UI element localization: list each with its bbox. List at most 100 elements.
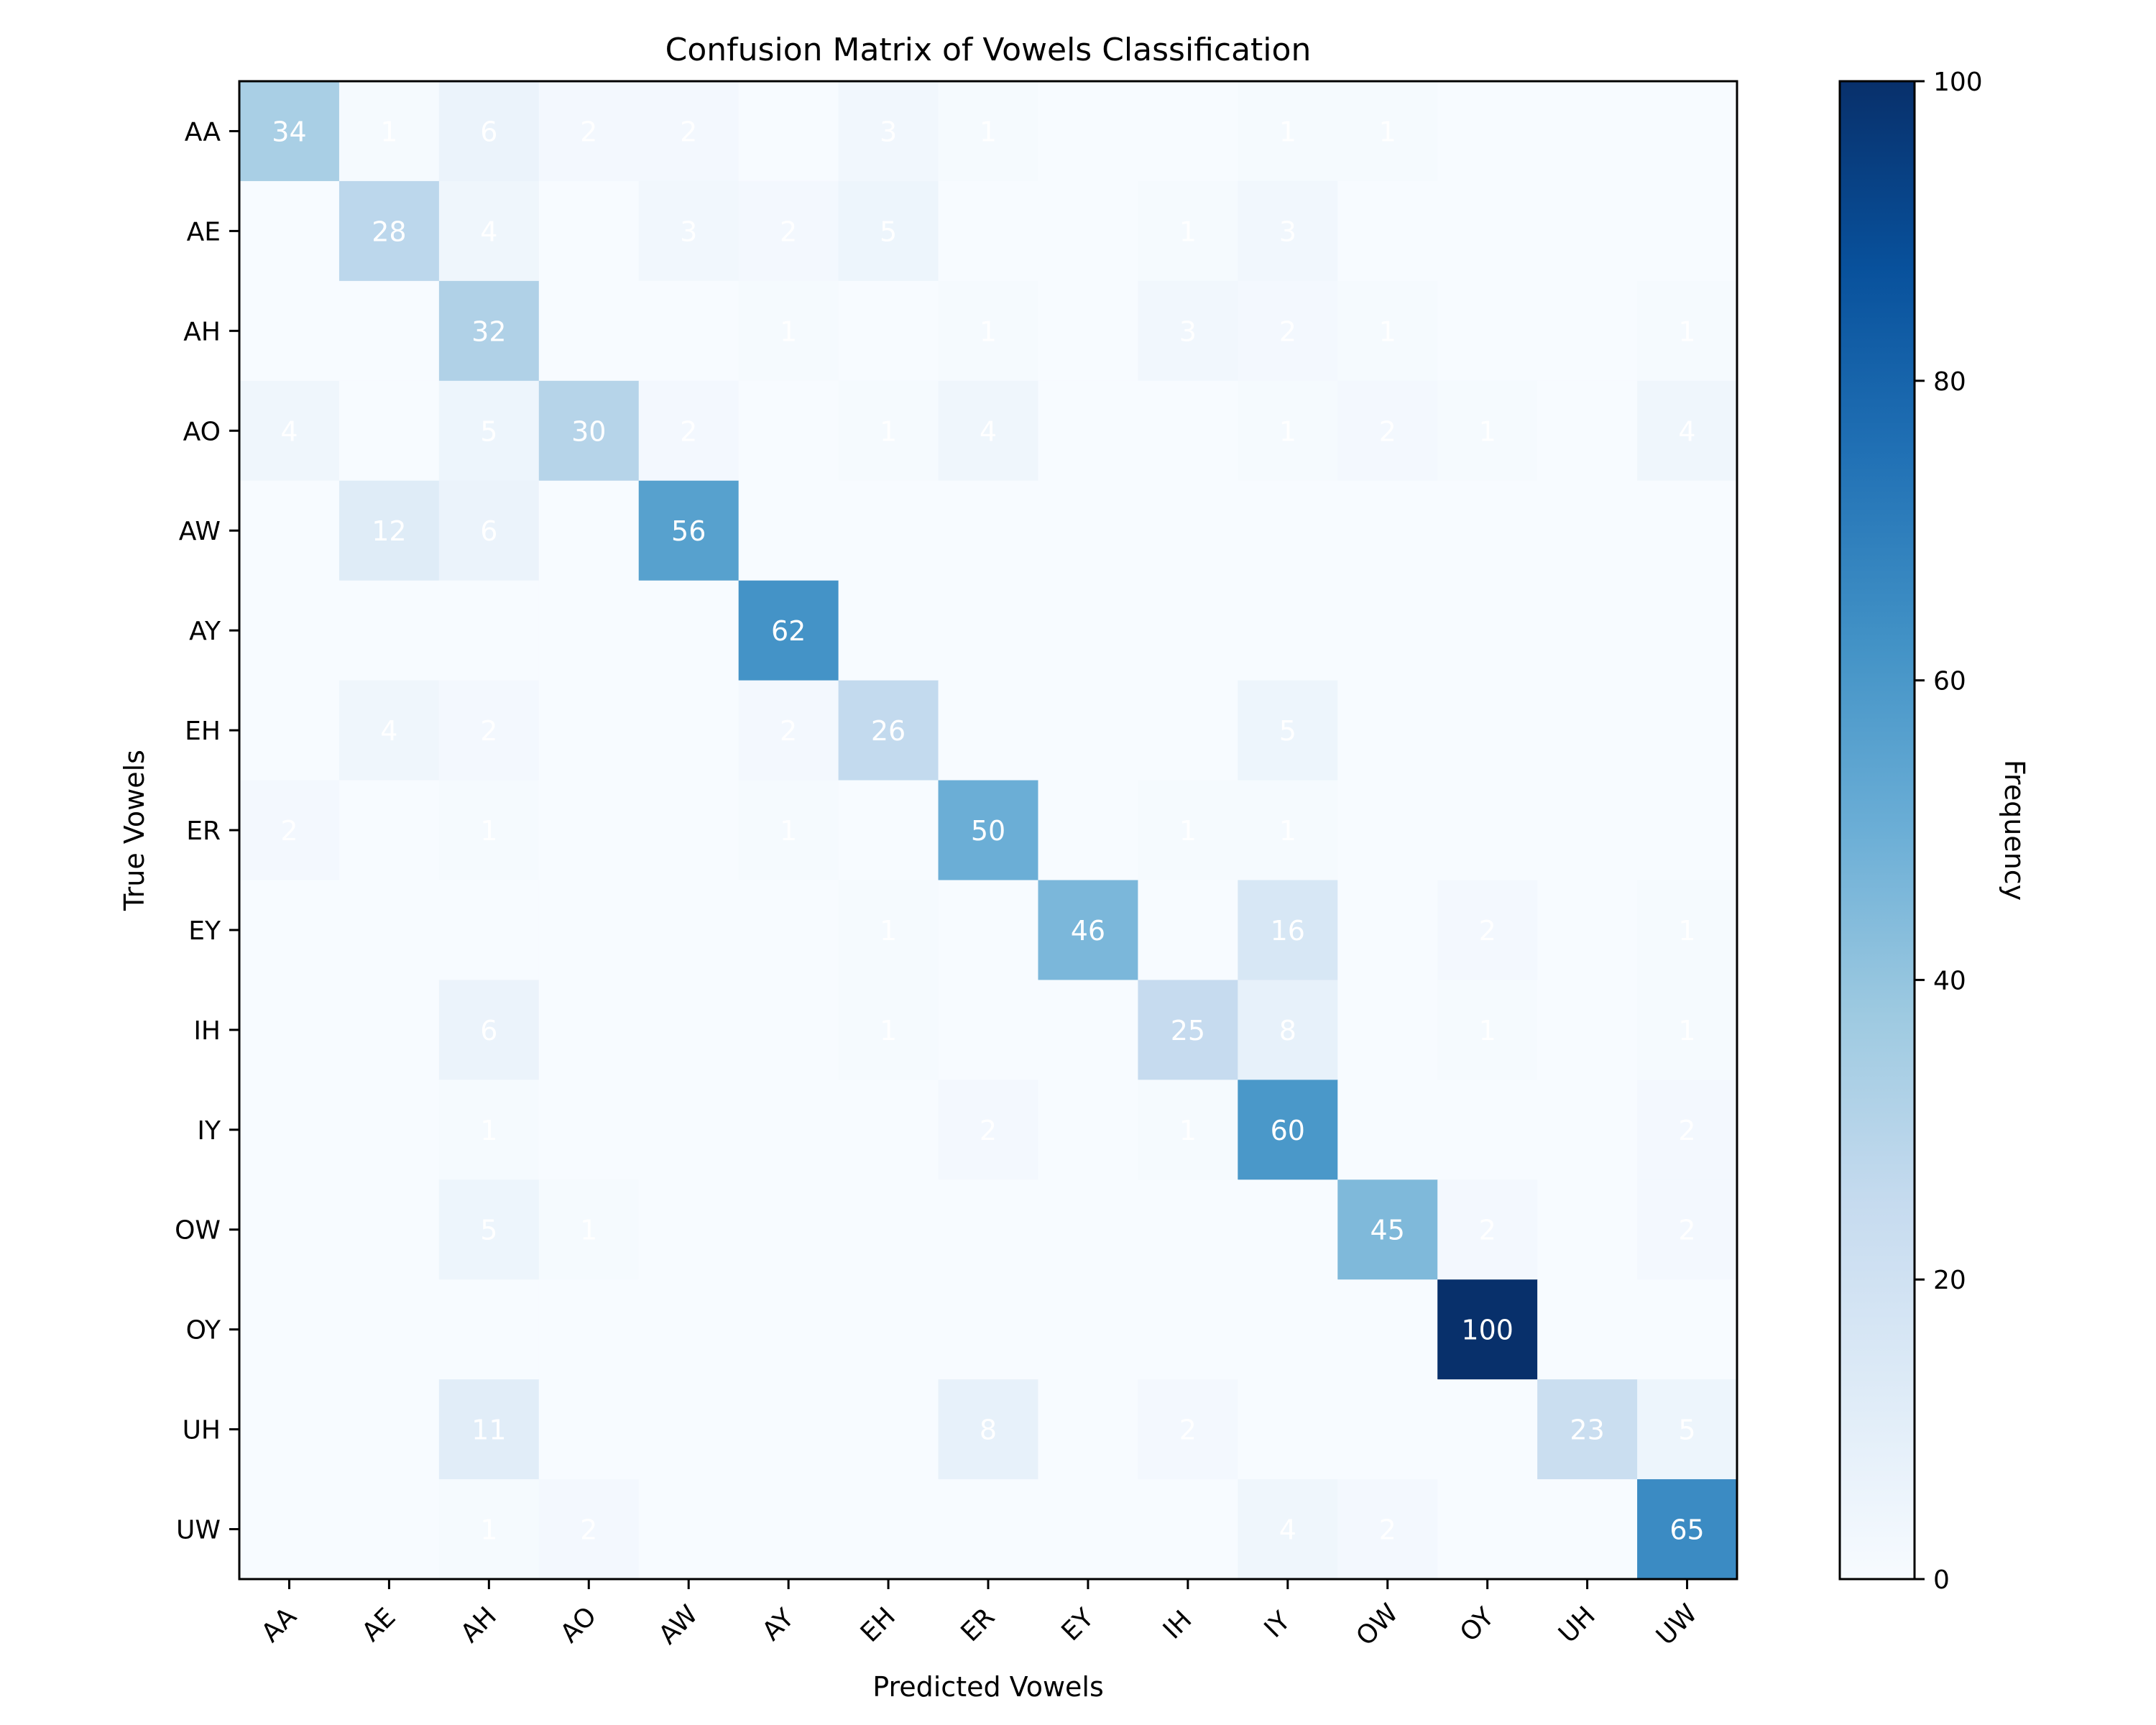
heatmap-cell	[1138, 280, 1238, 382]
heatmap-cell	[1437, 1479, 1538, 1580]
y-tick-label: ER	[186, 816, 221, 846]
cell-value-label: 2	[980, 1115, 997, 1146]
heatmap-cell	[938, 180, 1039, 282]
heatmap-cell	[338, 81, 440, 182]
heatmap-cell	[838, 280, 939, 382]
heatmap-cell	[538, 1179, 640, 1280]
heatmap-cell	[938, 1179, 1039, 1280]
heatmap-cell	[638, 1179, 740, 1280]
heatmap-cell	[538, 1379, 640, 1480]
heatmap-cell	[738, 480, 839, 581]
heatmap-cell	[1637, 980, 1738, 1080]
heatmap-cell	[1038, 280, 1138, 382]
heatmap-cell	[1337, 680, 1438, 781]
heatmap-cell	[1138, 380, 1238, 482]
cell-value-label: 1	[1678, 915, 1695, 947]
y-tick-label: AO	[183, 417, 221, 446]
heatmap-cell	[1537, 380, 1638, 482]
heatmap-cell	[1437, 81, 1538, 182]
heatmap-cell	[1138, 1479, 1238, 1580]
heatmap-cell	[1637, 1279, 1738, 1380]
heatmap-cell	[1138, 980, 1238, 1080]
heatmap-cell	[438, 1179, 540, 1280]
heatmap-cell	[239, 680, 340, 781]
heatmap-cell	[239, 81, 340, 182]
cell-value-label: 34	[272, 116, 306, 147]
heatmap-cell	[638, 780, 740, 881]
heatmap-cell	[1337, 1379, 1438, 1480]
y-tick-label: EH	[185, 717, 221, 746]
colorbar-tick-label: 60	[1933, 667, 1966, 696]
cell-value-label: 4	[380, 715, 397, 747]
heatmap-cell	[638, 1080, 740, 1180]
cell-value-label: 2	[580, 1514, 597, 1546]
heatmap-cell	[638, 1479, 740, 1580]
cell-value-label: 1	[880, 415, 897, 447]
heatmap-cell	[938, 1479, 1039, 1580]
heatmap-cell	[1038, 780, 1138, 881]
heatmap-cell	[1138, 680, 1238, 781]
heatmap-cell	[438, 580, 540, 681]
heatmap-cell	[938, 380, 1039, 482]
cell-value-label: 4	[980, 415, 997, 447]
heatmap-cell	[338, 1179, 440, 1280]
cell-value-label: 1	[580, 1215, 597, 1246]
cell-value-label: 56	[671, 515, 706, 547]
heatmap-cell	[1437, 1080, 1538, 1180]
heatmap-cell	[1537, 980, 1638, 1080]
heatmap-cell	[1038, 580, 1138, 681]
y-tick-label: IY	[197, 1116, 221, 1146]
heatmap-cell	[239, 880, 340, 980]
heatmap-cell	[1138, 480, 1238, 581]
heatmap-cell	[1537, 81, 1638, 182]
cell-value-label: 65	[1669, 1514, 1704, 1546]
heatmap-cell	[738, 81, 839, 182]
heatmap-cell	[1637, 1479, 1738, 1580]
cell-value-label: 1	[880, 915, 897, 947]
heatmap-cell	[638, 1279, 740, 1380]
heatmap-cell	[1537, 1080, 1638, 1180]
heatmap-cell	[438, 1479, 540, 1580]
y-tick-label: AW	[179, 517, 221, 546]
cell-value-label: 4	[280, 415, 298, 447]
cell-value-label: 1	[780, 815, 797, 847]
cell-value-label: 62	[771, 615, 806, 647]
heatmap-cell	[838, 1179, 939, 1280]
cell-value-label: 3	[1179, 316, 1197, 347]
heatmap-cell	[239, 180, 340, 282]
cell-value-label: 2	[280, 815, 298, 847]
heatmap-cell	[438, 680, 540, 781]
heatmap-cell	[438, 280, 540, 382]
heatmap-cell	[239, 480, 340, 581]
heatmap-cell	[1537, 1379, 1638, 1480]
cell-value-label: 5	[480, 1215, 497, 1246]
cell-value-label: 1	[1479, 1015, 1496, 1046]
cell-value-label: 3	[1279, 216, 1296, 247]
heatmap-cell	[938, 1279, 1039, 1380]
heatmap-cell	[338, 1080, 440, 1180]
heatmap-cell	[1337, 380, 1438, 482]
heatmap-cell	[1337, 1179, 1438, 1280]
cell-value-label: 8	[1279, 1015, 1296, 1046]
heatmap-cell	[738, 980, 839, 1080]
heatmap-cell	[638, 1379, 740, 1480]
cell-value-label: 2	[1179, 1414, 1197, 1446]
heatmap-cell	[838, 480, 939, 581]
heatmap-cell	[239, 980, 340, 1080]
heatmap-cell	[838, 680, 939, 781]
heatmap-cell	[1138, 1179, 1238, 1280]
heatmap-cell	[1038, 1479, 1138, 1580]
heatmap-cell	[239, 580, 340, 681]
heatmap-cell	[1437, 980, 1538, 1080]
heatmap-cell	[1138, 1379, 1238, 1480]
y-tick-label: UH	[183, 1416, 221, 1445]
heatmap-cell	[738, 580, 839, 681]
heatmap-cell	[438, 1080, 540, 1180]
cell-value-label: 1	[480, 1514, 497, 1546]
heatmap-cell	[638, 980, 740, 1080]
heatmap-cell	[738, 680, 839, 781]
colorbar-ticks: 0 20 40 60 80 100	[1915, 68, 1983, 1595]
heatmap-cell	[538, 780, 640, 881]
heatmap-cell	[838, 1479, 939, 1580]
heatmap-cell	[938, 980, 1039, 1080]
